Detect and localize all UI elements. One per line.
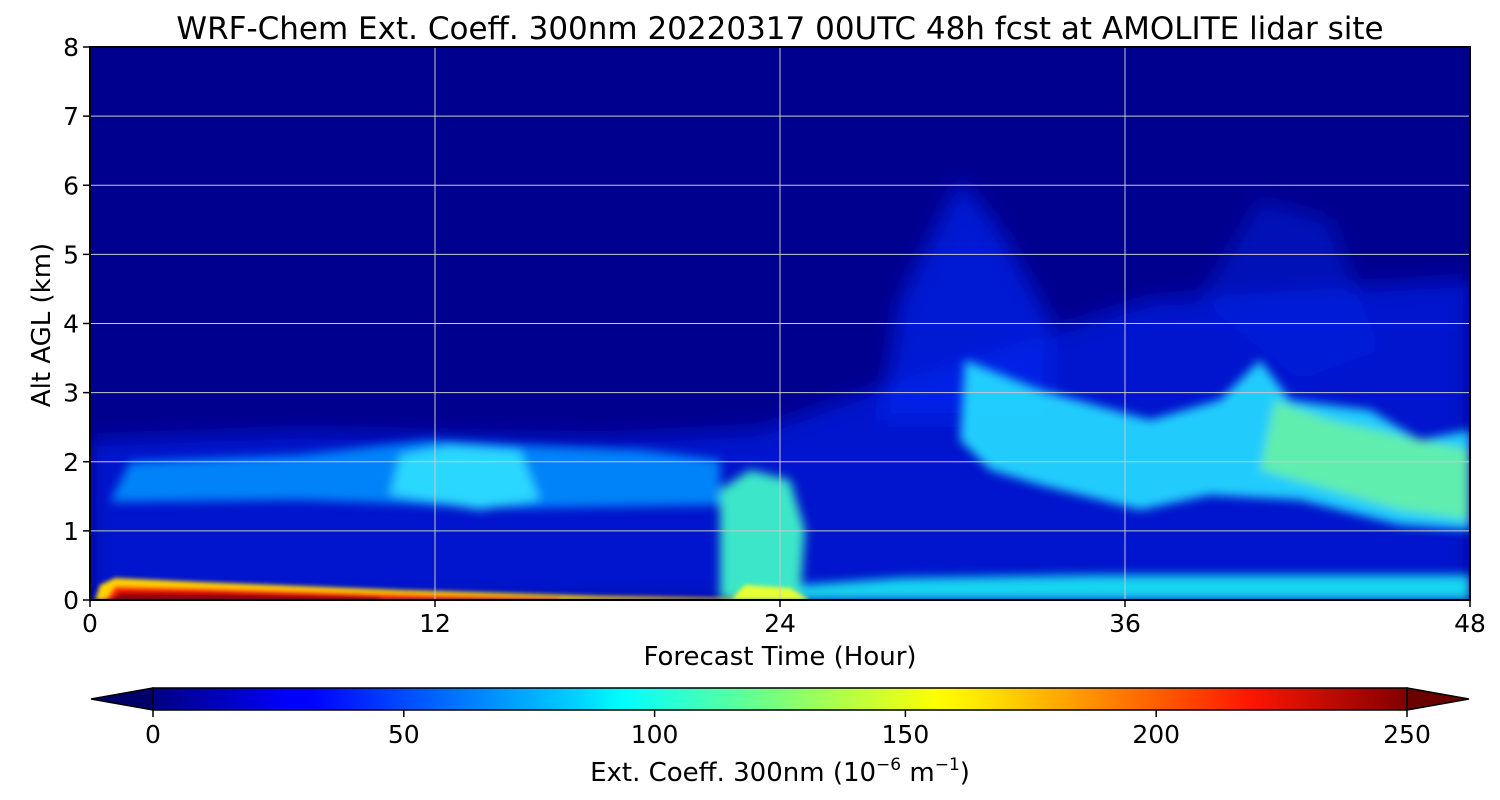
colorbar-title-mid: m	[901, 758, 935, 788]
elevated-aerosol-layer	[110, 360, 1470, 600]
colorbar-extend-high	[1406, 687, 1470, 711]
y-tick-label: 0	[63, 586, 79, 615]
y-axis-ticks: 0 1 2 3 4 5 6 7 8	[63, 33, 90, 615]
chart-title: WRF-Chem Ext. Coeff. 300nm 20220317 00UT…	[176, 11, 1383, 47]
colorbar-title-main: Ext. Coeff. 300nm (10	[590, 758, 876, 788]
colorbar-title-exp1: −6	[876, 755, 901, 775]
y-tick-label: 2	[63, 448, 79, 477]
colorbar-tick-label: 150	[882, 720, 930, 749]
x-tick-label: 36	[1109, 609, 1141, 638]
colorbar-tick-label: 200	[1132, 720, 1180, 749]
y-tick-label: 6	[63, 171, 79, 200]
y-tick-label: 3	[63, 379, 79, 408]
surface-aerosol-layer	[95, 578, 810, 600]
y-tick-label: 8	[63, 33, 79, 62]
x-axis-title: Forecast Time (Hour)	[643, 642, 916, 672]
x-tick-label: 12	[419, 609, 451, 638]
colorbar-extend-low	[90, 687, 154, 711]
y-tick-label: 1	[63, 517, 79, 546]
colorbar: 0 50 100 150 200 250 Ext. Coeff. 300nm (10−6 …	[90, 687, 1470, 788]
colorbar-ticks: 0 50 100 150 200 250	[145, 710, 1431, 749]
x-axis-ticks: 0 12 24 36 48	[82, 600, 1486, 638]
y-tick-label: 5	[63, 240, 79, 269]
x-tick-label: 48	[1454, 609, 1486, 638]
colorbar-tick-label: 50	[388, 720, 420, 749]
colorbar-body	[152, 687, 1408, 711]
colorbar-title-end: )	[960, 758, 970, 788]
colorbar-tick-label: 0	[145, 720, 161, 749]
x-tick-label: 0	[82, 609, 98, 638]
y-axis-title: Alt AGL (km)	[27, 243, 57, 407]
colorbar-tick-label: 100	[631, 720, 679, 749]
colorbar-tick-label: 250	[1383, 720, 1431, 749]
colorbar-title: Ext. Coeff. 300nm (10−6 m−1)	[590, 755, 970, 788]
y-tick-label: 7	[63, 102, 79, 131]
y-tick-label: 4	[63, 310, 79, 339]
colorbar-title-exp2: −1	[935, 755, 960, 775]
x-tick-label: 24	[764, 609, 796, 638]
